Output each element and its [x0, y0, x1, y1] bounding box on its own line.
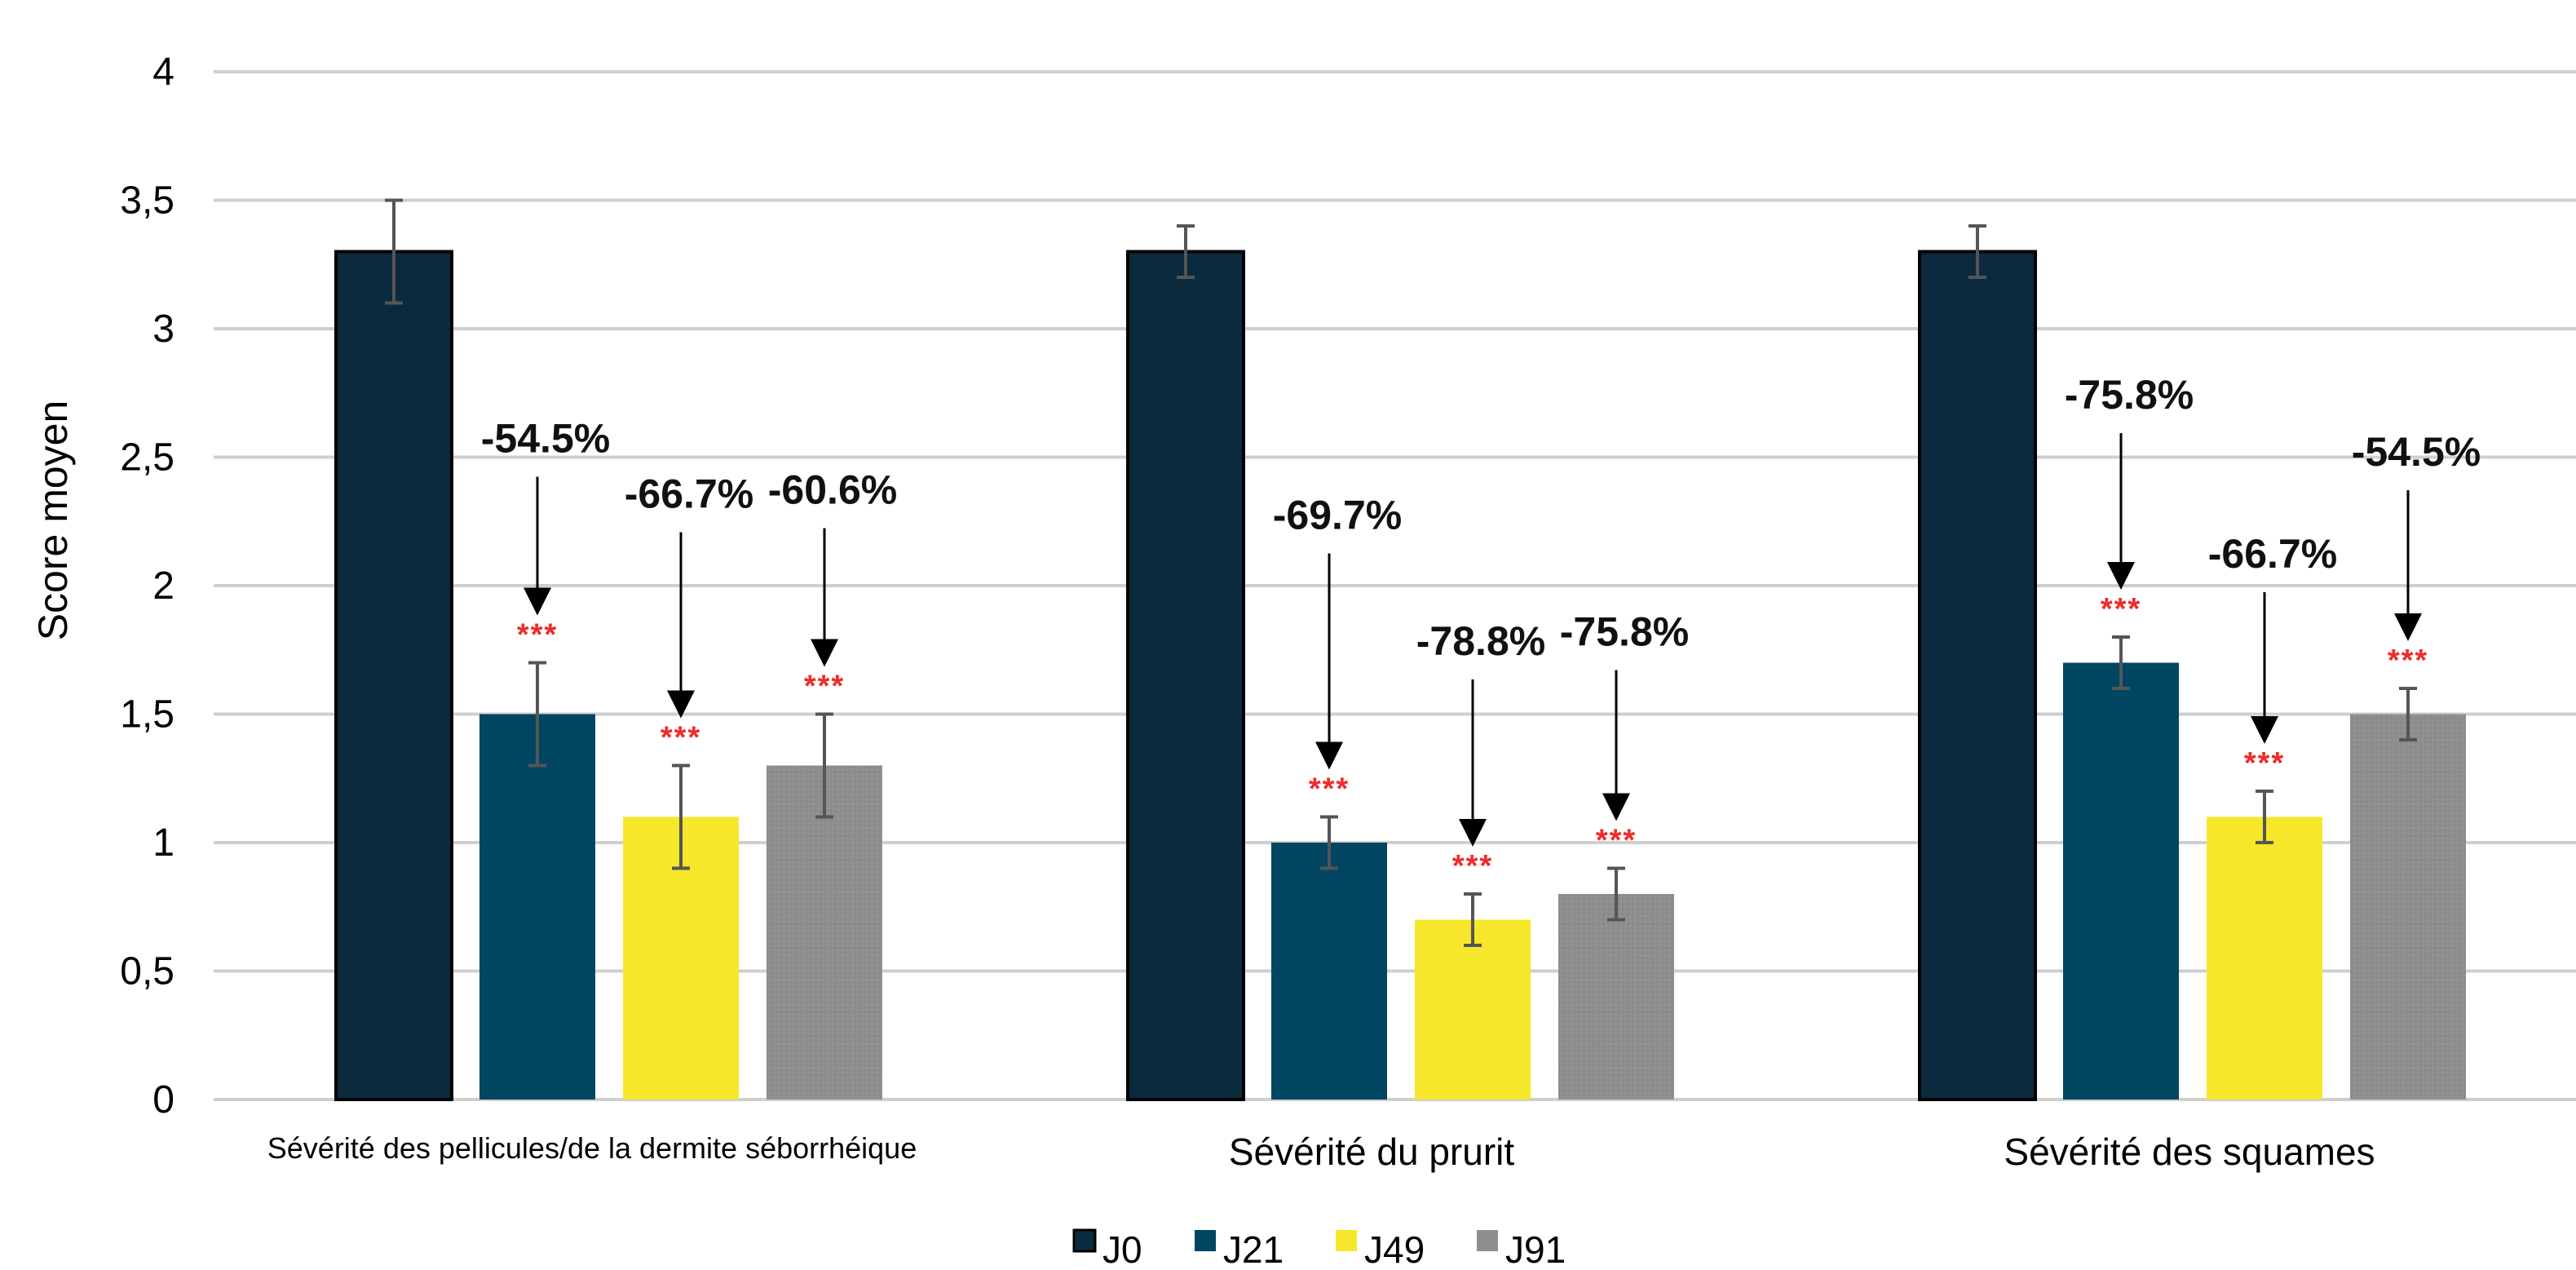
significance-label: *** [2388, 644, 2428, 678]
significance-label: *** [2101, 592, 2141, 626]
y-tick-label: 2 [152, 564, 175, 608]
gridlines [214, 70, 2576, 1101]
arrow-head [1315, 741, 1343, 770]
legend-item-J21: J21 [1195, 1228, 1284, 1270]
bar-J49-3 [2207, 816, 2322, 1100]
significance-label: *** [517, 618, 558, 653]
category-label: Sévérité du prurit [1229, 1131, 1514, 1173]
y-tick-label: 1 [152, 821, 175, 865]
legend-swatch [1336, 1230, 1357, 1251]
change-label: -69.7% [1273, 493, 1402, 538]
legend-label: J0 [1102, 1228, 1142, 1270]
category-label: Sévérité des pellicules/de la dermite sé… [267, 1131, 917, 1165]
y-tick-label: 3 [152, 308, 175, 351]
significance-label: *** [804, 670, 845, 704]
significance-label: *** [661, 721, 701, 755]
arrow-head [2107, 562, 2135, 590]
legend-label: J91 [1505, 1228, 1566, 1270]
change-label: -60.6% [768, 467, 897, 513]
change-label: -54.5% [2352, 429, 2481, 475]
significance-label: *** [1596, 824, 1637, 858]
arrow-head [811, 639, 838, 667]
y-tick-label: 1,5 [120, 693, 175, 737]
y-tick-label: 0,5 [120, 950, 175, 993]
bar-J0-2 [1126, 250, 1245, 1101]
legend-swatch [1477, 1230, 1498, 1251]
significance-label: *** [1309, 772, 1350, 807]
bar-J0-3 [1918, 250, 2037, 1101]
legend-item-J49: J49 [1336, 1228, 1425, 1270]
bar-J21-3 [2063, 662, 2179, 1100]
change-label: -75.8% [2065, 372, 2194, 418]
y-axis-label: Score moyen [30, 400, 76, 641]
annotations: *** -54.5% *** -69.7% *** -75.8% *** -66.7% *** -… [481, 372, 2481, 883]
change-label: -66.7% [2208, 531, 2337, 577]
arrow-head [1459, 819, 1487, 847]
significance-label: *** [1452, 849, 1493, 883]
bar-texture [767, 765, 882, 1100]
legend-swatch [1072, 1228, 1097, 1253]
bar-J21-1 [479, 714, 595, 1100]
arrow-head [667, 690, 695, 719]
change-label: -75.8% [1560, 609, 1689, 655]
significance-label: *** [2244, 746, 2285, 781]
bar-texture [1558, 894, 1674, 1100]
arrow-head [1602, 793, 1630, 821]
change-label: -66.7% [625, 471, 753, 517]
legend-label: J49 [1364, 1228, 1425, 1270]
arrow-head [524, 587, 551, 616]
x-axis-categories: Sévérité des pellicules/de la dermite sé… [267, 1131, 2375, 1173]
category-label: Sévérité des squames [2004, 1131, 2375, 1173]
y-tick-label: 4 [152, 51, 175, 94]
change-label: -78.8% [1416, 618, 1545, 664]
y-axis-ticks: 0 0,5 1 1,5 2 2,5 3 3,5 4 [120, 51, 175, 1122]
y-tick-label: 2,5 [120, 436, 175, 480]
legend-label: J21 [1223, 1228, 1284, 1270]
bar-J21-2 [1271, 843, 1387, 1100]
bar-texture [2350, 714, 2466, 1100]
change-label: -54.5% [481, 416, 610, 462]
y-tick-label: 0 [152, 1078, 175, 1122]
bar-J0-1 [334, 250, 453, 1101]
bars [334, 198, 2466, 1101]
legend-item-J91: J91 [1477, 1228, 1566, 1270]
legend: J0 J21 J49 J91 [1072, 1228, 1566, 1270]
arrow-head [2394, 613, 2422, 641]
y-tick-label: 3,5 [120, 179, 175, 223]
legend-swatch [1195, 1230, 1216, 1251]
arrow-head [2251, 716, 2278, 744]
bar-J49-2 [1415, 919, 1531, 1100]
legend-item-J0: J0 [1072, 1228, 1142, 1270]
